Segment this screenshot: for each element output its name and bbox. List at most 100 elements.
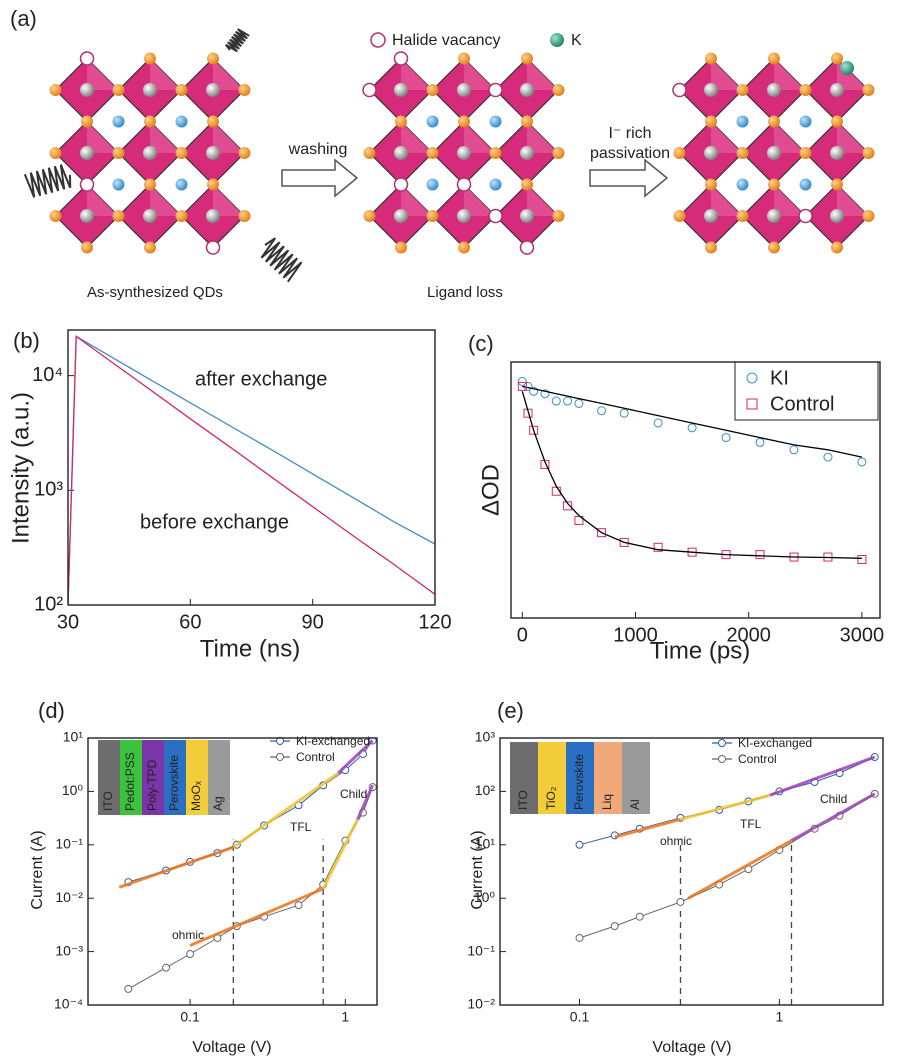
- axes-frame: [87, 737, 378, 1006]
- marker: [635, 912, 644, 921]
- halide: [736, 84, 749, 96]
- layer: [142, 740, 164, 815]
- panel-label: (a): [10, 6, 37, 31]
- series-line: [579, 793, 875, 939]
- marker: [563, 501, 573, 511]
- legend-label: KI-exchanged: [738, 736, 812, 750]
- b-site: [143, 83, 157, 97]
- octahedron-face: [837, 121, 869, 153]
- marker: [610, 922, 619, 931]
- halide: [207, 52, 219, 65]
- y-tick-label: 10⁻²: [55, 889, 83, 905]
- marker: [162, 963, 171, 972]
- octahedron-face: [711, 184, 743, 216]
- halide: [705, 52, 717, 65]
- layer: [622, 742, 650, 814]
- layer-label: Liq: [600, 794, 614, 810]
- layer-label: Al: [628, 799, 642, 810]
- ligand: [23, 164, 72, 198]
- halide: [552, 210, 565, 222]
- b-site: [830, 83, 844, 97]
- halide: [426, 84, 439, 96]
- octahedron-face: [711, 58, 743, 90]
- marker: [529, 425, 539, 435]
- b-site: [704, 146, 718, 160]
- legend-box: [734, 361, 879, 421]
- layer-label: Pedot:PSS: [123, 752, 137, 811]
- y-tick-label: 10⁰: [62, 782, 84, 798]
- marker: [124, 984, 133, 993]
- marker: [676, 897, 685, 906]
- fit-line: [356, 784, 374, 820]
- plot-area: [575, 753, 879, 1005]
- halide: [112, 210, 125, 222]
- halide: [49, 84, 62, 96]
- halide: [799, 84, 812, 96]
- b-site: [767, 146, 781, 160]
- a-site: [175, 178, 188, 191]
- marker: [551, 396, 561, 406]
- a-site: [736, 178, 749, 191]
- halide-vacancy: [488, 82, 503, 98]
- x-tick-label: 3000: [840, 624, 885, 646]
- halide: [768, 241, 780, 254]
- octahedron-face: [837, 184, 869, 216]
- octahedron-face: [401, 184, 433, 216]
- legend-marker: [746, 398, 758, 410]
- annotation: Child: [340, 787, 367, 801]
- step-label: washing: [288, 141, 348, 158]
- fit-line: [118, 845, 234, 889]
- octahedron-face: [527, 121, 559, 153]
- x-tick-label: 120: [418, 611, 451, 633]
- halide: [521, 115, 533, 128]
- b-site: [520, 83, 534, 97]
- halide: [49, 147, 62, 159]
- halide: [49, 210, 62, 222]
- x-tick-label: 0: [517, 624, 528, 646]
- halide: [81, 241, 93, 254]
- halide: [768, 115, 780, 128]
- octahedron-face: [87, 121, 119, 153]
- halide: [705, 115, 717, 128]
- marker: [517, 377, 527, 387]
- halide-vacancy: [362, 82, 377, 98]
- layer-label: MoOₓ: [189, 781, 203, 811]
- octahedron-face: [401, 58, 433, 90]
- chart: (b) Time (ns) Intensity (a.u.) 30 60 90 120 10²…: [7, 328, 451, 663]
- y-tick-label: 10⁻¹: [55, 836, 83, 852]
- legend-marker: [718, 755, 726, 763]
- fit-line: [232, 771, 340, 849]
- b-site: [143, 209, 157, 223]
- x-tick-label: 1: [341, 1008, 349, 1024]
- series-label: before exchange: [140, 511, 289, 533]
- fit-line: [614, 817, 681, 839]
- x-axis-title: Time (ps): [650, 637, 750, 664]
- halide: [81, 115, 93, 128]
- y-tick-label: 10⁴: [32, 364, 63, 386]
- arrow: [281, 158, 359, 198]
- chart: (c) Time (ps) ΔOD 0 1000 2000 3000 KI Control: [468, 331, 884, 665]
- layer-label: Perovskite: [167, 755, 181, 811]
- y-axis-title: Current (A): [469, 830, 486, 909]
- schematic: (a) Halide vacancy K washing I⁻ rich pas…: [10, 6, 875, 301]
- step-label: I⁻ rich: [608, 125, 651, 142]
- plot-area: [118, 738, 377, 1005]
- b-site: [143, 146, 157, 160]
- halide: [238, 84, 251, 96]
- halide: [238, 210, 251, 222]
- layer: [186, 740, 208, 815]
- potassium: [840, 61, 854, 75]
- b-site: [394, 83, 408, 97]
- marker: [857, 554, 867, 564]
- layer: [120, 740, 142, 815]
- halide: [175, 147, 188, 159]
- layer-label: TiO₂: [544, 786, 558, 810]
- halide: [489, 147, 502, 159]
- marker: [575, 840, 584, 849]
- halide-vacancy: [393, 51, 409, 66]
- halide: [831, 241, 843, 254]
- halide: [768, 52, 780, 65]
- b-site: [80, 146, 94, 160]
- marker: [755, 437, 765, 447]
- annotation: ohmic: [172, 928, 204, 942]
